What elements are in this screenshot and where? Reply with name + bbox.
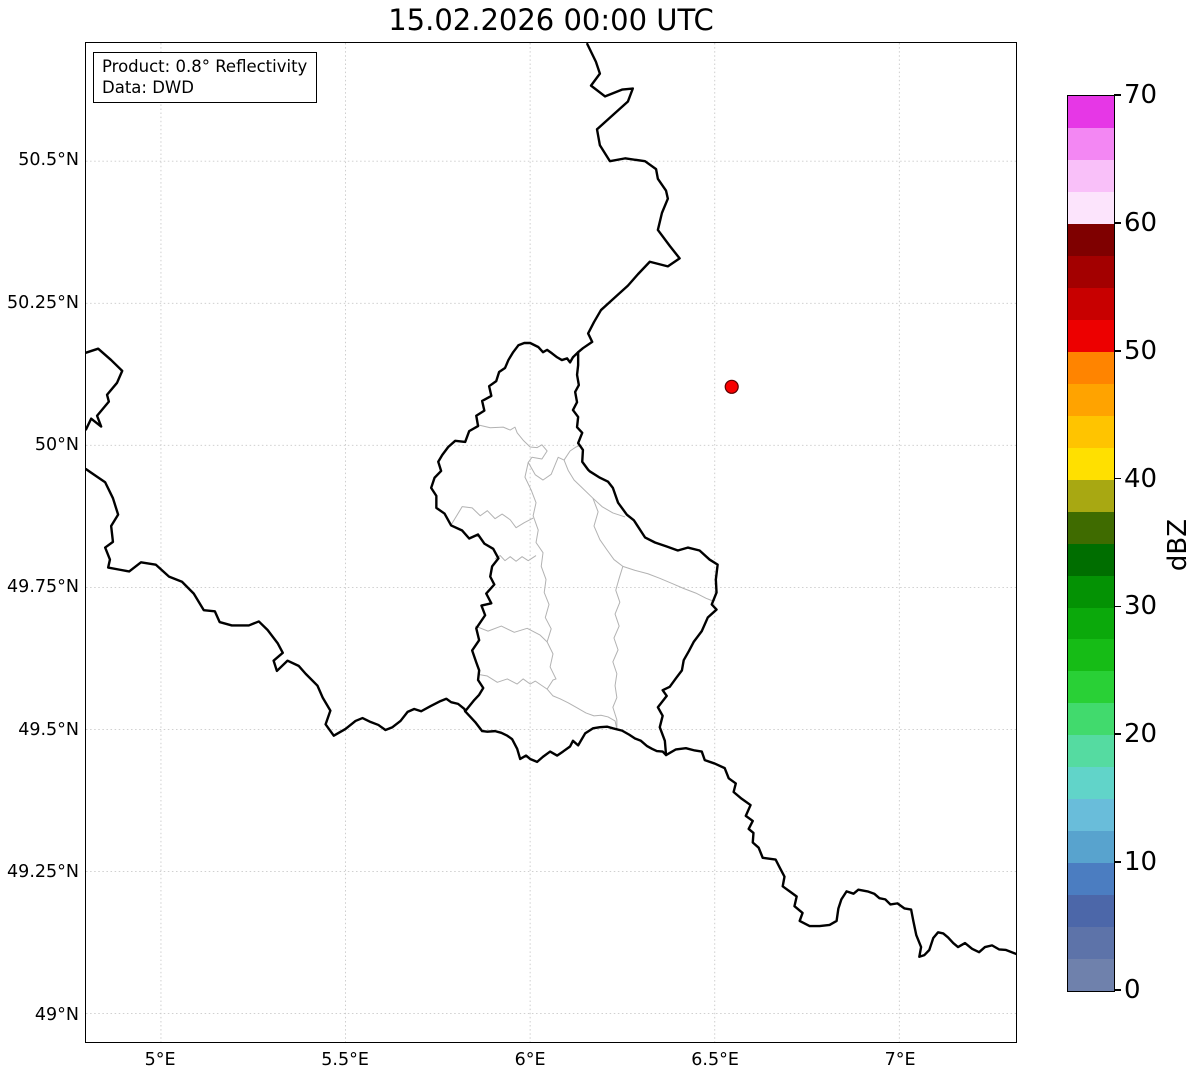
annotation-box: Product: 0.8° Reflectivity Data: DWD — [93, 52, 318, 104]
lat-tick-label: 49.5°N — [18, 719, 79, 740]
colorbar-segment — [1068, 959, 1114, 992]
colorbar-segment — [1068, 191, 1114, 224]
canton-line-southwest-lower — [477, 673, 548, 690]
canton-line-east-horizontal — [622, 565, 714, 602]
canton-line-east-diagonal — [592, 498, 624, 567]
colorbar-segment — [1068, 383, 1114, 416]
colorbar-segment — [1068, 703, 1114, 736]
colorbar-segment — [1068, 319, 1114, 352]
colorbar-segment — [1068, 511, 1114, 544]
lat-tick-label: 50°N — [34, 435, 79, 456]
lat-tick-label: 50.25°N — [7, 292, 79, 313]
canton-line-north — [477, 424, 626, 518]
colorbar-tick — [1114, 349, 1121, 352]
colorbar-segment — [1068, 223, 1114, 256]
colorbar-tick-label: 10 — [1124, 847, 1158, 878]
lat-tick-label: 50.5°N — [18, 150, 79, 171]
colorbar-segment — [1068, 351, 1114, 384]
lat-tick-label: 49.75°N — [7, 577, 79, 598]
colorbar-tick-label: 70 — [1124, 80, 1158, 110]
colorbar-segment — [1068, 799, 1114, 832]
lon-tick-label: 5°E — [144, 1050, 176, 1070]
canton-line-northeast-spur — [563, 444, 582, 461]
annotation-data-line: Data: DWD — [102, 78, 194, 98]
canton-line-southwest-upper — [474, 625, 548, 643]
colorbar-segment — [1068, 607, 1114, 640]
colorbar-tick — [1114, 989, 1121, 991]
colorbar-segment — [1068, 735, 1114, 768]
colorbar-tick-label: 40 — [1124, 463, 1158, 494]
colorbar-tick — [1114, 477, 1121, 480]
colorbar-segment — [1068, 575, 1114, 608]
colorbar-tick — [1114, 861, 1121, 863]
colorbar-segment — [1068, 127, 1114, 160]
colorbar-tick — [1114, 94, 1121, 96]
france-germany-border — [664, 746, 1016, 958]
radar-site-marker — [724, 379, 739, 394]
lat-tick-label: 49.25°N — [7, 862, 79, 883]
colorbar-segment — [1068, 831, 1114, 864]
colorbar-tick-label: 0 — [1124, 975, 1141, 1005]
colorbar-tick — [1114, 733, 1121, 736]
colorbar-segment — [1068, 863, 1114, 896]
colorbar-segment — [1068, 671, 1114, 704]
luxembourg-border — [429, 341, 719, 764]
colorbar-segment — [1068, 639, 1114, 672]
colorbar-segment — [1068, 927, 1114, 960]
lon-tick-label: 6.5°E — [691, 1050, 739, 1070]
canton-line-west-upper — [450, 506, 534, 529]
canton-line-central — [524, 462, 618, 730]
colorbar-segment — [1068, 159, 1114, 192]
colorbar-segment — [1068, 447, 1114, 480]
colorbar-tick-label: 60 — [1124, 207, 1158, 238]
colorbar-axis-label: dBZ — [1163, 518, 1193, 572]
plot-title: 15.02.2026 00:00 UTC — [388, 3, 714, 37]
colorbar-segment — [1068, 543, 1114, 576]
colorbar-tick-label: 20 — [1124, 719, 1158, 750]
colorbar-segment — [1068, 479, 1114, 512]
colorbar-segment — [1068, 767, 1114, 800]
colorbar-segment — [1068, 255, 1114, 288]
lat-tick-label: 49°N — [34, 1004, 79, 1025]
canton-line-west-lower — [494, 555, 537, 562]
colorbar-segment — [1068, 287, 1114, 320]
map-area: Product: 0.8° Reflectivity Data: DWD — [85, 42, 1017, 1043]
colorbar-segment — [1068, 96, 1114, 128]
map-svg — [86, 43, 1016, 1042]
belgium-france-border — [86, 467, 467, 737]
belgium-france-border-west-loop — [86, 347, 124, 431]
lon-tick-label: 5.5°E — [321, 1050, 369, 1070]
colorbar-tick-label: 30 — [1124, 591, 1158, 622]
colorbar-tick — [1114, 222, 1121, 224]
colorbar — [1067, 95, 1115, 992]
colorbar-tick-label: 50 — [1124, 335, 1158, 366]
annotation-product-line: Product: 0.8° Reflectivity — [102, 57, 308, 76]
belgium-germany-border — [576, 43, 681, 354]
canton-line-southeast-vertical — [612, 566, 624, 729]
lon-tick-label: 7°E — [884, 1050, 916, 1070]
lon-tick-label: 6°E — [514, 1050, 546, 1070]
colorbar-tick — [1114, 605, 1121, 608]
colorbar-segment — [1068, 895, 1114, 928]
colorbar-segment — [1068, 415, 1114, 448]
